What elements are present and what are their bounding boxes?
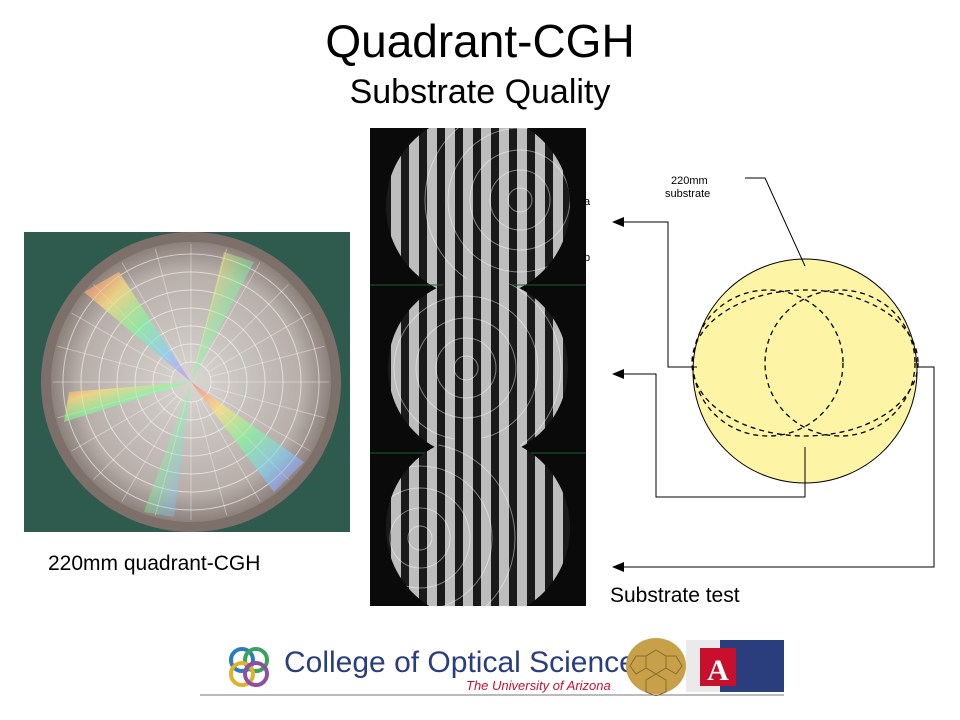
- fringe-label-b: b: [584, 252, 591, 264]
- college-logo: College of Optical Sciences The Universi…: [200, 638, 784, 697]
- substrate-test-caption: Substrate test: [610, 584, 740, 607]
- substrate-diagram: [612, 177, 935, 572]
- rings-icon: [229, 647, 269, 687]
- arrow-a-line: [622, 221, 697, 368]
- cgh-spoke: [71, 312, 174, 373]
- mirror-segments-icon: [626, 638, 686, 697]
- arizona-a-icon: A: [700, 648, 736, 687]
- footer-logo-bar: College of Optical Sciences The Universi…: [200, 636, 784, 697]
- test-area-full: [691, 289, 919, 437]
- cgh-photo: [24, 232, 350, 532]
- cgh-spoke: [204, 284, 289, 369]
- cgh-spoke: [57, 345, 172, 378]
- cgh-spoke: [208, 312, 311, 373]
- cgh-spoke: [195, 401, 228, 516]
- cgh-spoke: [121, 399, 182, 502]
- interferogram-panel: [370, 114, 586, 620]
- cgh-spoke: [210, 345, 325, 378]
- cgh-caption: 220mm quadrant-CGH: [48, 552, 261, 575]
- college-name: College of Optical Sciences: [284, 646, 651, 679]
- cgh-spoke: [208, 391, 311, 452]
- substrate-label: 220mm substrate: [665, 175, 710, 201]
- arrow-c-head: [612, 562, 624, 572]
- cgh-spoke: [200, 399, 261, 502]
- arrow-b-head: [612, 369, 624, 379]
- interferogram-image: [370, 114, 586, 620]
- test-area-left: [692, 289, 844, 437]
- substrate-leader-line: [745, 177, 806, 267]
- cgh-spoke: [154, 248, 187, 363]
- substrate-label-line1: 220mm: [671, 175, 708, 187]
- fringe-label-a: a: [584, 196, 591, 208]
- university-name: The University of Arizona: [466, 678, 611, 693]
- cgh-spoke: [71, 391, 174, 452]
- substrate-label-line2: substrate: [665, 188, 711, 200]
- arrow-c-line: [622, 366, 935, 568]
- cgh-spoke: [121, 262, 182, 365]
- svg-text:A: A: [707, 654, 729, 687]
- arrow-b-line: [622, 373, 806, 498]
- cgh-spoke: [93, 395, 178, 480]
- cgh-disc-image: [41, 232, 341, 532]
- slide-subtitle: Substrate Quality: [349, 73, 611, 111]
- arrow-a-head: [612, 217, 624, 227]
- cgh-spoke: [210, 386, 325, 419]
- test-area-right: [764, 289, 916, 437]
- slide-title: Quadrant-CGH: [325, 15, 635, 67]
- cgh-spoke: [200, 262, 261, 365]
